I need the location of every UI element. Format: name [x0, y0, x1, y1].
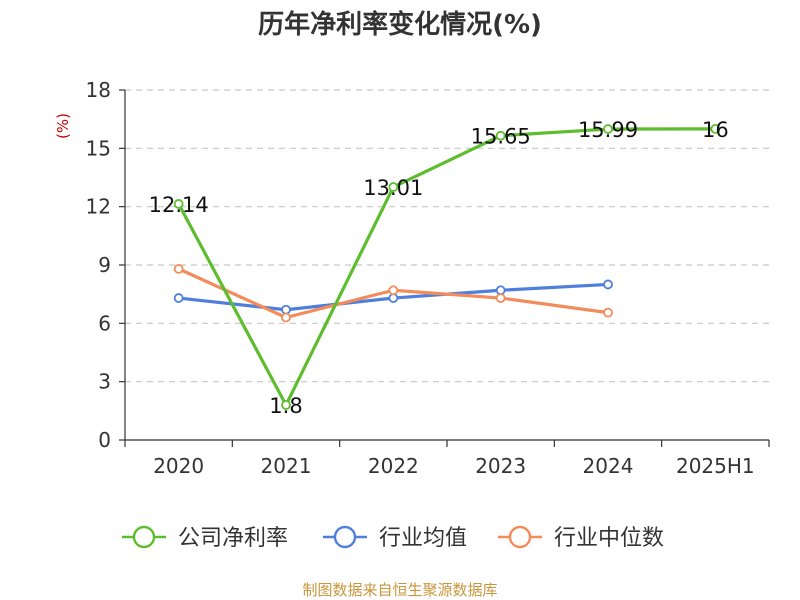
y-tick-label: 18 — [86, 78, 111, 102]
data-label: 15.65 — [471, 125, 531, 149]
x-tick-label: 2021 — [261, 454, 312, 478]
data-label: 15.99 — [578, 118, 638, 142]
data-point — [603, 307, 613, 318]
x-tick-label: 2023 — [475, 454, 526, 478]
legend-item: 公司净利率 — [122, 525, 288, 551]
data-point — [710, 123, 721, 134]
legend-marker-swatch — [333, 525, 357, 549]
y-tick-label: 15 — [86, 136, 111, 160]
data-point — [495, 293, 506, 303]
legend-marker-swatch — [132, 525, 156, 549]
legend-marker-swatch — [508, 525, 532, 549]
x-tick-label: 2022 — [368, 454, 419, 478]
legend: 公司净利率 行业均值 行业中位数 — [122, 525, 664, 551]
data-point — [281, 312, 291, 323]
y-tick-label: 9 — [98, 253, 111, 277]
data-point — [603, 124, 613, 134]
legend-label: 行业均值 — [379, 526, 467, 551]
legend-item: 行业中位数 — [498, 525, 664, 551]
data-label: 13.01 — [363, 176, 423, 200]
series-line — [177, 127, 716, 407]
x-tick-label: 2020 — [153, 454, 204, 478]
grid-lines — [125, 89, 769, 383]
data-label: 1.8 — [269, 394, 302, 418]
source-note: 制图数据来自恒生聚源数据库 — [302, 581, 497, 599]
data-point — [495, 285, 506, 296]
data-point — [173, 293, 184, 303]
y-tick-label: 3 — [98, 370, 111, 394]
legend-label: 公司净利率 — [178, 526, 288, 551]
data-point — [281, 400, 291, 410]
chart-title: 历年净利率变化情况(%) — [258, 9, 542, 40]
data-label: 12.14 — [149, 193, 209, 217]
y-tick-label: 6 — [98, 311, 111, 335]
data-point — [173, 263, 184, 274]
data-point — [173, 199, 184, 209]
y-axis-unit-label: (%) — [54, 113, 72, 139]
series-lines — [173, 123, 721, 410]
y-tick-label: 0 — [98, 428, 111, 452]
data-label: 16 — [702, 118, 729, 142]
x-tick-label: 2024 — [583, 454, 634, 478]
y-tick-label: 12 — [86, 195, 111, 219]
data-point — [603, 279, 613, 290]
data-point — [388, 293, 399, 303]
data-point — [388, 182, 399, 192]
legend-label: 行业中位数 — [554, 526, 664, 551]
data-point — [281, 304, 291, 315]
x-tick-label: 2025H1 — [676, 454, 755, 478]
axes: 0 3 6 9 12 15 18 2020 2021 2022 2023 2024 2025H1 — [86, 78, 770, 478]
data-labels: 12.14 1.8 13.01 15.65 15.99 16 — [149, 118, 729, 418]
data-point — [388, 285, 399, 296]
legend-item: 行业均值 — [323, 525, 467, 551]
data-point — [495, 130, 506, 141]
